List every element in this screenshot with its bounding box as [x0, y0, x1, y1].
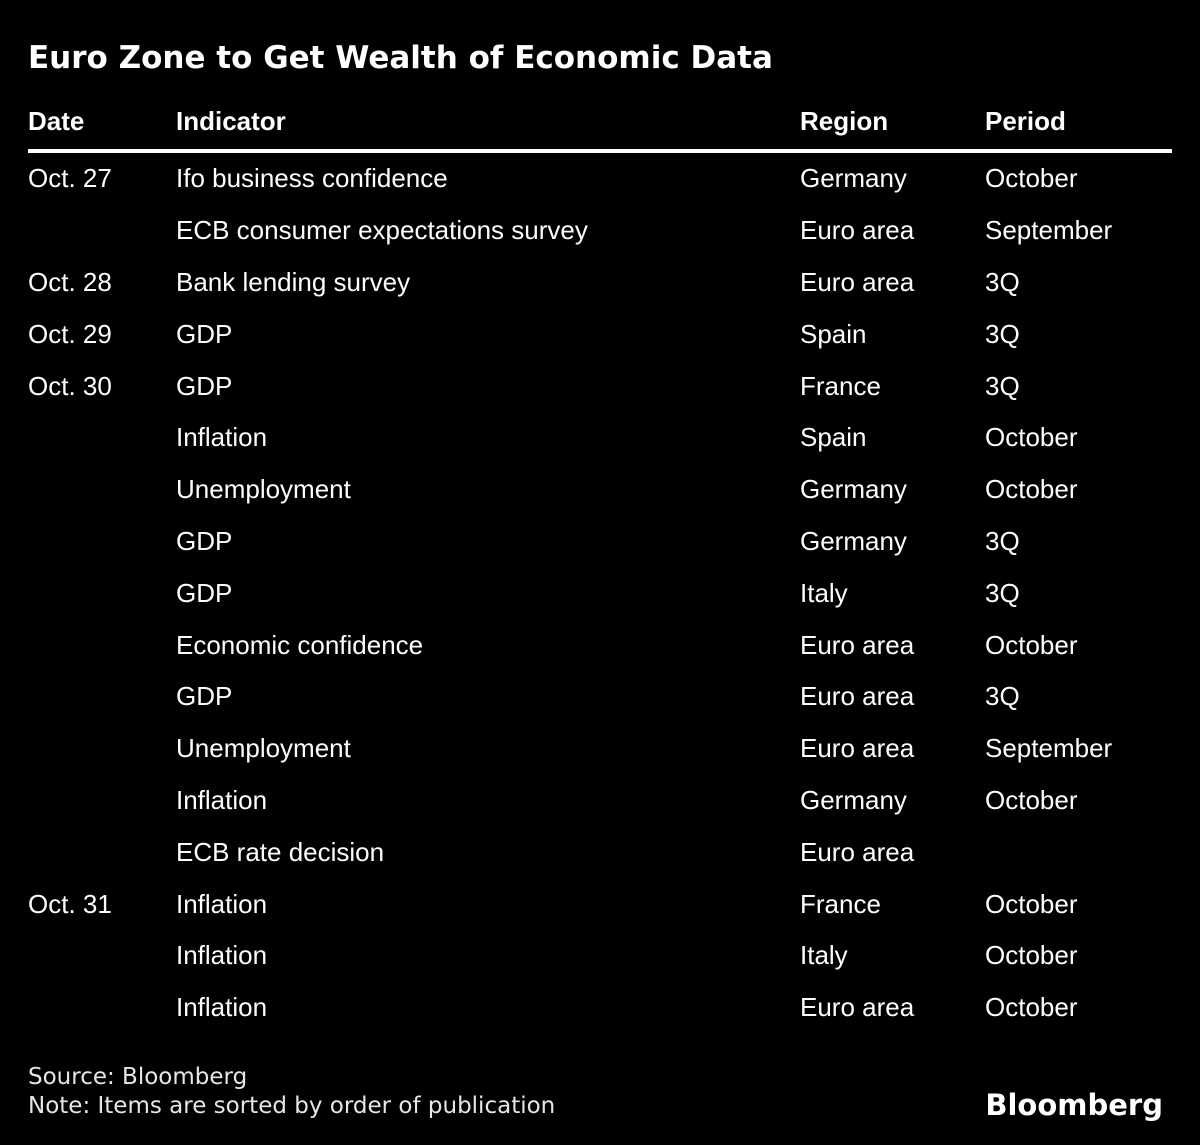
cell-period: 3Q — [985, 577, 1020, 608]
header-rule-divider — [28, 149, 1172, 153]
cell-indicator: Inflation — [176, 992, 268, 1023]
cell-region: Germany — [800, 784, 907, 815]
cell-region: Germany — [800, 474, 907, 505]
cell-period: 3Q — [985, 370, 1020, 401]
cell-date: Oct. 30 — [28, 370, 112, 401]
cell-region: Germany — [800, 525, 907, 556]
table-row: GDP Euro area 3Q — [28, 671, 1172, 723]
cell-region: France — [800, 370, 881, 401]
cell-period: September — [985, 733, 1113, 764]
cell-indicator: Ifo business confidence — [176, 163, 448, 194]
cell-indicator: Inflation — [176, 784, 268, 815]
cell-period: October — [985, 474, 1078, 505]
footer-notes: Source: Bloomberg Note: Items are sorted… — [28, 1063, 555, 1121]
cell-region: Spain — [800, 422, 867, 453]
table-row: Oct. 27 Ifo business confidence Germany … — [28, 153, 1172, 205]
cell-region: Euro area — [800, 681, 915, 712]
table-row: Oct. 30 GDP France 3Q — [28, 360, 1172, 412]
table-row: GDP Italy 3Q — [28, 567, 1172, 619]
table-row: GDP Germany 3Q — [28, 516, 1172, 568]
column-header-period: Period — [985, 106, 1066, 136]
cell-date: Oct. 28 — [28, 266, 112, 297]
cell-indicator: GDP — [176, 525, 233, 556]
bloomberg-logo: Bloomberg — [985, 1088, 1163, 1122]
table-header-row: Date Indicator Region Period — [28, 106, 1172, 137]
column-header-region: Region — [800, 106, 889, 136]
cell-indicator: Unemployment — [176, 733, 351, 764]
table-row: Inflation Spain October — [28, 412, 1172, 464]
table-row: ECB rate decision Euro area — [28, 826, 1172, 878]
source-line: Source: Bloomberg — [28, 1064, 248, 1090]
cell-indicator: GDP — [176, 318, 233, 349]
table-row: ECB consumer expectations survey Euro ar… — [28, 205, 1172, 257]
page-title: Euro Zone to Get Wealth of Economic Data — [28, 40, 773, 76]
cell-indicator: ECB rate decision — [176, 836, 385, 867]
table-row: Inflation Italy October — [28, 930, 1172, 982]
cell-indicator: GDP — [176, 681, 233, 712]
table-body: Oct. 27 Ifo business confidence Germany … — [28, 153, 1172, 1034]
cell-period: 3Q — [985, 525, 1020, 556]
table-row: Economic confidence Euro area October — [28, 619, 1172, 671]
cell-period: October — [985, 163, 1078, 194]
cell-indicator: GDP — [176, 577, 233, 608]
cell-region: Euro area — [800, 733, 915, 764]
cell-indicator: GDP — [176, 370, 233, 401]
cell-date: Oct. 31 — [28, 888, 112, 919]
column-header-indicator: Indicator — [176, 106, 286, 136]
cell-period: 3Q — [985, 266, 1020, 297]
cell-period: October — [985, 888, 1078, 919]
cell-period: September — [985, 215, 1113, 246]
cell-period: 3Q — [985, 681, 1020, 712]
table-row: Oct. 29 GDP Spain 3Q — [28, 308, 1172, 360]
cell-indicator: Economic confidence — [176, 629, 424, 660]
table-row: Oct. 31 Inflation France October — [28, 878, 1172, 930]
cell-region: Euro area — [800, 836, 915, 867]
cell-region: Euro area — [800, 215, 915, 246]
cell-period: October — [985, 992, 1078, 1023]
table-row: Inflation Germany October — [28, 775, 1172, 827]
cell-period: October — [985, 940, 1078, 971]
cell-date: Oct. 27 — [28, 163, 112, 194]
cell-indicator: Inflation — [176, 422, 268, 453]
cell-region: Spain — [800, 318, 867, 349]
cell-indicator: Bank lending survey — [176, 266, 411, 297]
cell-indicator: Unemployment — [176, 474, 351, 505]
cell-region: Germany — [800, 163, 907, 194]
cell-period: October — [985, 784, 1078, 815]
cell-region: Italy — [800, 940, 848, 971]
cell-region: Euro area — [800, 266, 915, 297]
cell-indicator: ECB consumer expectations survey — [176, 215, 588, 246]
table-row: Unemployment Euro area September — [28, 723, 1172, 775]
column-header-date: Date — [28, 106, 85, 136]
table-row: Inflation Euro area October — [28, 982, 1172, 1034]
cell-region: Euro area — [800, 629, 915, 660]
table-row: Oct. 28 Bank lending survey Euro area 3Q — [28, 257, 1172, 309]
cell-region: Euro area — [800, 992, 915, 1023]
cell-region: France — [800, 888, 881, 919]
cell-indicator: Inflation — [176, 888, 268, 919]
cell-period: October — [985, 629, 1078, 660]
note-line: Note: Items are sorted by order of publi… — [28, 1093, 556, 1119]
cell-period: October — [985, 422, 1078, 453]
cell-date: Oct. 29 — [28, 318, 112, 349]
table-row: Unemployment Germany October — [28, 464, 1172, 516]
cell-indicator: Inflation — [176, 940, 268, 971]
cell-period: 3Q — [985, 318, 1020, 349]
cell-region: Italy — [800, 577, 848, 608]
